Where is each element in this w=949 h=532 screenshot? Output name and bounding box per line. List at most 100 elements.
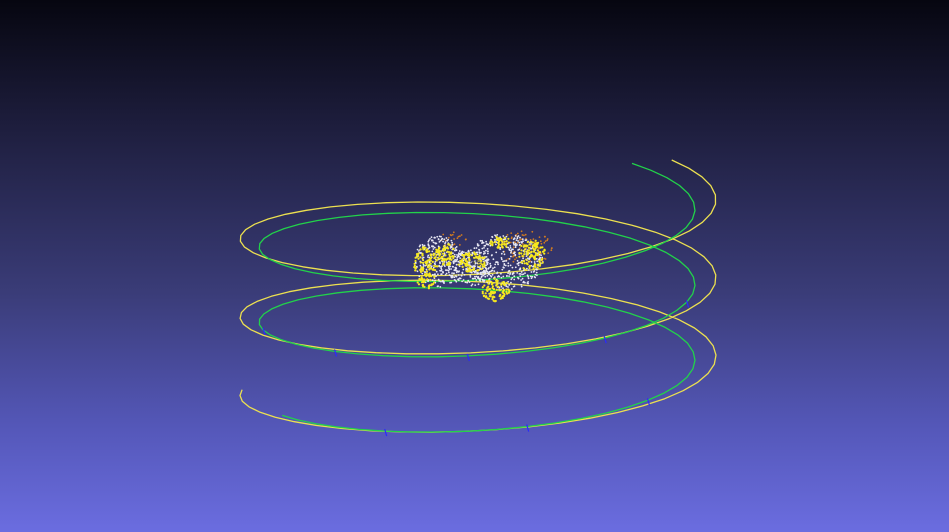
point bbox=[486, 248, 489, 250]
point bbox=[524, 233, 527, 236]
point bbox=[512, 272, 515, 274]
point bbox=[493, 277, 496, 280]
point bbox=[478, 254, 481, 257]
point bbox=[524, 281, 526, 284]
point bbox=[441, 259, 444, 262]
point bbox=[500, 283, 503, 286]
point bbox=[516, 259, 519, 262]
point bbox=[453, 238, 455, 240]
point bbox=[421, 269, 424, 272]
point bbox=[516, 263, 519, 265]
point bbox=[491, 286, 494, 290]
point bbox=[506, 274, 508, 277]
point bbox=[530, 271, 533, 273]
point bbox=[455, 260, 458, 262]
point bbox=[440, 280, 442, 283]
point bbox=[486, 261, 489, 264]
point bbox=[526, 240, 529, 244]
point bbox=[526, 274, 529, 277]
point bbox=[512, 260, 515, 263]
point bbox=[486, 275, 489, 277]
point bbox=[522, 273, 525, 275]
point bbox=[510, 288, 513, 290]
point bbox=[455, 263, 458, 266]
point bbox=[531, 230, 534, 233]
point bbox=[520, 230, 523, 233]
point bbox=[422, 265, 425, 267]
point bbox=[474, 271, 476, 274]
point bbox=[445, 272, 448, 275]
point bbox=[487, 279, 491, 282]
point bbox=[539, 240, 542, 243]
point bbox=[492, 258, 495, 261]
point bbox=[535, 258, 538, 260]
point bbox=[461, 253, 464, 257]
point bbox=[526, 249, 529, 253]
point bbox=[465, 238, 467, 241]
point bbox=[511, 273, 514, 276]
point bbox=[525, 237, 527, 240]
point bbox=[533, 264, 536, 267]
point bbox=[422, 281, 425, 284]
point bbox=[485, 243, 488, 245]
point bbox=[453, 243, 456, 246]
point bbox=[430, 265, 433, 267]
point bbox=[426, 256, 429, 258]
point bbox=[493, 270, 496, 272]
point bbox=[516, 236, 519, 238]
point bbox=[527, 282, 529, 285]
point bbox=[502, 280, 505, 284]
point bbox=[437, 251, 440, 254]
point bbox=[432, 252, 435, 255]
point bbox=[507, 246, 510, 249]
point bbox=[528, 243, 531, 246]
point bbox=[539, 251, 542, 254]
point bbox=[474, 284, 477, 286]
point bbox=[499, 297, 502, 300]
point bbox=[512, 255, 514, 258]
point bbox=[424, 261, 427, 265]
point bbox=[471, 283, 474, 286]
point bbox=[421, 272, 424, 275]
point bbox=[455, 280, 458, 283]
point bbox=[427, 243, 430, 246]
point bbox=[462, 279, 465, 281]
point bbox=[520, 244, 523, 247]
point bbox=[457, 235, 460, 238]
point bbox=[475, 260, 478, 263]
point bbox=[544, 235, 546, 238]
point bbox=[443, 249, 446, 252]
point-cloud bbox=[413, 230, 553, 303]
point bbox=[451, 276, 453, 279]
point bbox=[505, 260, 508, 262]
point bbox=[455, 275, 458, 278]
point bbox=[451, 233, 454, 236]
point bbox=[532, 238, 535, 241]
point bbox=[500, 272, 502, 275]
point bbox=[522, 245, 525, 248]
point bbox=[476, 269, 479, 272]
point bbox=[470, 271, 473, 274]
point bbox=[425, 249, 428, 252]
point bbox=[527, 277, 530, 280]
point bbox=[502, 283, 505, 286]
point bbox=[483, 250, 485, 253]
point bbox=[509, 245, 512, 247]
point bbox=[472, 270, 475, 273]
point bbox=[514, 246, 517, 249]
point bbox=[425, 272, 428, 275]
point bbox=[514, 258, 516, 261]
point bbox=[432, 245, 434, 248]
point bbox=[519, 275, 522, 277]
point bbox=[479, 271, 482, 274]
point bbox=[481, 242, 483, 245]
point bbox=[520, 285, 523, 288]
point bbox=[477, 283, 480, 286]
point bbox=[479, 278, 482, 280]
point bbox=[450, 252, 453, 255]
point bbox=[423, 278, 426, 281]
point bbox=[533, 270, 536, 272]
point bbox=[428, 239, 430, 242]
